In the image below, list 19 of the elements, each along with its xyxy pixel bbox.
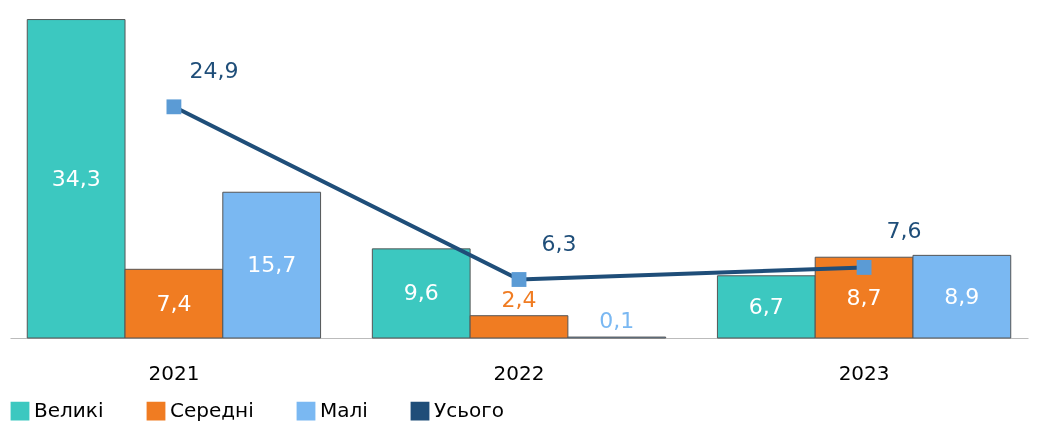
data-label: 8,9 [944,283,980,309]
x-tick-label: 2021 [148,360,200,385]
data-label: 7,6 [886,218,922,244]
legend-label: Середні [170,398,254,423]
data-label: 6,3 [541,230,577,256]
x-tick-label: 2023 [838,360,890,385]
data-label: 8,7 [846,284,882,310]
data-label: 2,4 [501,286,537,312]
legend-label: Малі [320,398,368,423]
data-label: 24,9 [189,57,239,83]
data-label: 6,7 [748,293,784,319]
data-label: 15,7 [247,252,297,278]
data-label: 34,3 [51,165,101,191]
data-label: 0,1 [599,308,635,334]
legend-label: Усього [434,398,504,423]
legend-label: Великі [34,398,104,423]
data-label: 9,6 [403,280,439,306]
data-label: 7,4 [156,290,192,316]
x-tick-label: 2022 [493,360,545,385]
